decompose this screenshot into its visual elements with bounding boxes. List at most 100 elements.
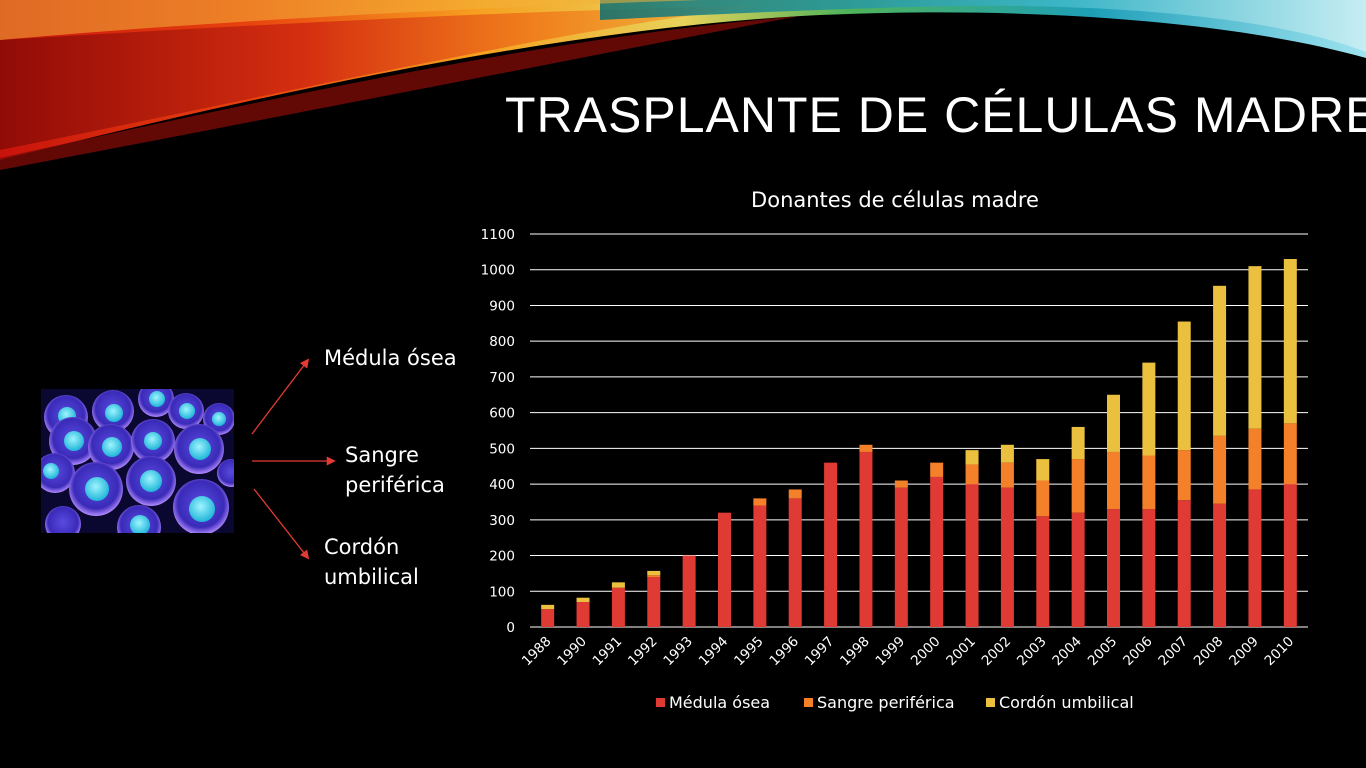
slide-title: TRASPLANTE DE CÉLULAS MADRE bbox=[505, 87, 1366, 143]
y-tick-label: 300 bbox=[489, 513, 515, 529]
arrow-to-medula bbox=[251, 358, 310, 435]
bar-2005-series-1 bbox=[1107, 509, 1120, 627]
legend: Médula ósea Sangre periférica Cordón umbil… bbox=[656, 693, 1134, 712]
legend-label: Médula ósea bbox=[669, 693, 770, 712]
bar-2009-series-3 bbox=[1248, 266, 1262, 429]
bar-1993-series-1 bbox=[682, 555, 696, 627]
bar-1992-series-1 bbox=[647, 576, 661, 627]
x-tick-label: 1991 bbox=[590, 634, 626, 670]
bar-2009-series-2 bbox=[1248, 428, 1262, 490]
bar-2006-series-3 bbox=[1142, 362, 1156, 456]
x-tick-label: 1998 bbox=[837, 634, 873, 670]
x-tick-label: 1996 bbox=[766, 634, 802, 670]
legend-swatch bbox=[656, 698, 665, 707]
bar-1994-series-1 bbox=[718, 512, 731, 627]
x-tick-label: 1993 bbox=[660, 634, 696, 670]
source-label-sangre-line1: Sangre bbox=[345, 443, 419, 467]
bar-2000-series-2 bbox=[930, 462, 944, 477]
bar-2006-series-2 bbox=[1142, 455, 1156, 510]
y-tick-label: 1000 bbox=[481, 263, 515, 279]
bar-2007-series-1 bbox=[1177, 500, 1191, 627]
bar-2004-series-1 bbox=[1071, 512, 1085, 627]
x-tick-label: 1995 bbox=[731, 634, 767, 670]
bar-2005-series-2 bbox=[1107, 451, 1120, 510]
bar-1996-series-1 bbox=[788, 498, 802, 627]
bar-1991-series-1 bbox=[611, 587, 625, 627]
bar-2003-series-2 bbox=[1036, 480, 1050, 517]
y-tick-label: 500 bbox=[489, 441, 515, 457]
bar-1990-series-3 bbox=[576, 597, 590, 602]
bar-2004-series-3 bbox=[1071, 426, 1085, 460]
x-tick-label: 2000 bbox=[908, 634, 944, 670]
decorative-banner bbox=[0, 0, 1366, 170]
source-label-cordon-line1: Cordón bbox=[324, 535, 400, 559]
bar-2001-series-1 bbox=[965, 484, 979, 627]
bar-2010-series-1 bbox=[1283, 484, 1297, 627]
bar-2009-series-1 bbox=[1248, 489, 1262, 627]
y-axis-ticks: 0 100 200 300 400 500 600 700 800 900 1000 1100 bbox=[481, 227, 515, 636]
y-tick-label: 600 bbox=[489, 406, 515, 422]
legend-label: Sangre periférica bbox=[817, 693, 955, 712]
bar-2002-series-1 bbox=[1000, 487, 1014, 627]
bar-1992-series-2 bbox=[647, 575, 661, 577]
bar-2005-series-3 bbox=[1107, 394, 1120, 452]
bar-2002-series-2 bbox=[1000, 462, 1014, 488]
x-tick-label: 2001 bbox=[943, 634, 979, 670]
bar-2003-series-3 bbox=[1036, 459, 1050, 481]
y-tick-label: 1100 bbox=[481, 227, 515, 243]
bars bbox=[541, 259, 1297, 627]
x-tick-label: 1990 bbox=[554, 634, 590, 670]
x-tick-label: 2008 bbox=[1191, 634, 1227, 670]
bar-2001-series-2 bbox=[965, 464, 979, 485]
y-tick-label: 700 bbox=[489, 370, 515, 386]
bar-1995-series-2 bbox=[753, 498, 767, 506]
x-tick-label: 2006 bbox=[1120, 634, 1156, 670]
legend-swatch bbox=[804, 698, 813, 707]
y-tick-label: 200 bbox=[489, 549, 515, 565]
bar-2003-series-1 bbox=[1036, 516, 1050, 627]
bar-2006-series-1 bbox=[1142, 509, 1156, 627]
bar-1996-series-2 bbox=[788, 489, 802, 499]
bar-2000-series-1 bbox=[930, 476, 944, 627]
bar-2007-series-2 bbox=[1177, 450, 1191, 501]
source-label-cordon-line2: umbilical bbox=[324, 565, 419, 589]
bar-2002-series-3 bbox=[1000, 444, 1014, 463]
x-tick-label: 2007 bbox=[1155, 634, 1191, 670]
stem-cells-image bbox=[41, 389, 234, 533]
arrow-to-cordon bbox=[253, 488, 310, 560]
bar-1999-series-2 bbox=[894, 480, 908, 488]
bar-2010-series-2 bbox=[1283, 423, 1297, 485]
bar-2007-series-3 bbox=[1177, 321, 1191, 451]
x-tick-label: 1988 bbox=[519, 634, 555, 670]
source-label-medula: Médula ósea bbox=[324, 346, 457, 370]
x-tick-label: 2009 bbox=[1226, 634, 1262, 670]
bar-1999-series-1 bbox=[894, 487, 908, 627]
source-label-sangre-line2: periférica bbox=[345, 473, 445, 497]
bar-1988-series-1 bbox=[541, 609, 555, 627]
source-label-sangre: Sangre periférica bbox=[345, 440, 445, 500]
y-tick-label: 0 bbox=[506, 620, 515, 636]
bar-1995-series-1 bbox=[753, 505, 767, 627]
bar-1998-series-2 bbox=[859, 444, 873, 452]
bar-2008-series-1 bbox=[1213, 503, 1227, 627]
legend-swatch bbox=[986, 698, 995, 707]
x-tick-label: 1994 bbox=[696, 634, 732, 670]
x-tick-label: 2005 bbox=[1085, 634, 1121, 670]
gridlines bbox=[530, 233, 1308, 628]
source-label-cordon: Cordón umbilical bbox=[324, 532, 419, 592]
x-axis-ticks: 1988 1990 1991 1992 1993 1994 1995 1996 1997 1998… bbox=[519, 634, 1297, 670]
bar-2010-series-3 bbox=[1283, 259, 1297, 424]
x-tick-label: 1999 bbox=[873, 634, 909, 670]
bar-2004-series-2 bbox=[1071, 459, 1085, 513]
x-tick-label: 2010 bbox=[1262, 634, 1298, 670]
bar-1997-series-1 bbox=[824, 462, 838, 627]
x-tick-label: 2003 bbox=[1014, 634, 1050, 670]
x-tick-label: 2002 bbox=[979, 634, 1015, 670]
chart-title: Donantes de células madre bbox=[751, 188, 1039, 212]
stacked-bar-chart: Donantes de células madre 0 100 200 300 400 5… bbox=[481, 188, 1308, 712]
bar-1988-series-3 bbox=[541, 604, 555, 610]
bar-2008-series-3 bbox=[1213, 285, 1227, 436]
bar-1998-series-1 bbox=[859, 451, 873, 627]
x-tick-label: 2004 bbox=[1049, 634, 1085, 670]
